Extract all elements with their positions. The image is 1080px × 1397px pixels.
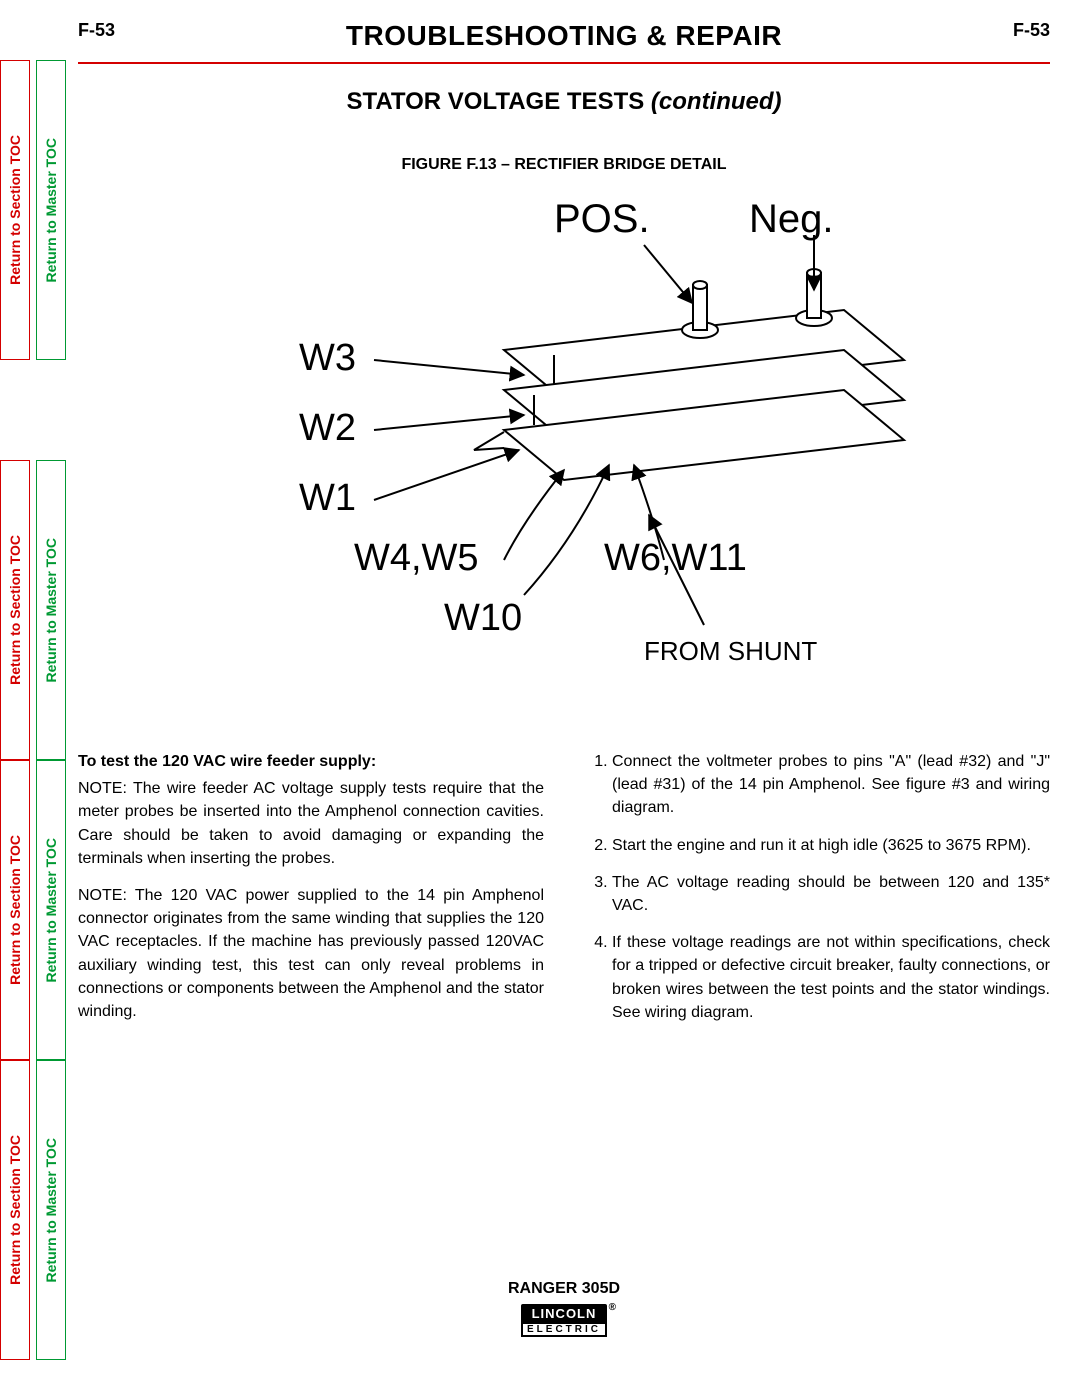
figure-wrap: POS. Neg. W3 W2 W1 W4,W5 W10 W6,W11 FROM… [78,190,1050,710]
master-toc-link-3[interactable]: Return to Master TOC [36,760,66,1060]
brand-bottom-text: ELECTRIC [521,1322,607,1337]
body-columns: To test the 120 VAC wire feeder supply: … [78,750,1050,1038]
section-title: TROUBLESHOOTING & REPAIR [346,20,782,52]
subtitle-cont: (continued) [651,88,782,115]
label-w6w11: W6,W11 [604,537,747,579]
subtitle: STATOR VOLTAGE TESTS (continued) [78,88,1050,116]
brand-registered: ® [609,1302,617,1313]
label-w10: W10 [444,597,522,639]
master-toc-link-1[interactable]: Return to Master TOC [36,60,66,360]
model-name: RANGER 305D [78,1280,1050,1298]
procedure-steps: Connect the voltmeter probes to pins "A"… [584,750,1050,1024]
sidebar-master-toc: Return to Master TOC Return to Master TO… [36,0,66,1397]
section-toc-link-2[interactable]: Return to Section TOC [0,460,30,760]
brand-logo: LINCOLN ® ELECTRIC [521,1304,607,1337]
figure-caption: FIGURE F.13 – RECTIFIER BRIDGE DETAIL [78,156,1050,174]
section-toc-label: Return to Section TOC [7,835,23,985]
section-toc-link-4[interactable]: Return to Section TOC [0,1060,30,1360]
step-4: If these voltage readings are not within… [612,931,1050,1024]
label-w4w5: W4,W5 [354,537,479,579]
label-w1: W1 [299,477,356,519]
page-number-left: F-53 [78,20,115,41]
title-rule [78,62,1050,64]
step-3: The AC voltage reading should be between… [612,871,1050,917]
right-column: Connect the voltmeter probes to pins "A"… [584,750,1050,1038]
label-w3: W3 [299,337,356,379]
master-toc-label: Return to Master TOC [43,838,59,982]
left-note-2: NOTE: The 120 VAC power supplied to the … [78,884,544,1023]
left-note-1: NOTE: The wire feeder AC voltage supply … [78,777,544,870]
rectifier-bridge-diagram: POS. Neg. W3 W2 W1 W4,W5 W10 W6,W11 FROM… [204,190,924,710]
left-heading: To test the 120 VAC wire feeder supply: [78,750,544,773]
sidebar-section-toc: Return to Section TOC Return to Section … [0,0,30,1397]
label-pos: POS. [554,197,650,241]
brand-top-text: LINCOLN [532,1306,597,1321]
master-toc-label: Return to Master TOC [43,138,59,282]
master-toc-label: Return to Master TOC [43,538,59,682]
label-w2: W2 [299,407,356,449]
step-1: Connect the voltmeter probes to pins "A"… [612,750,1050,820]
header-row: F-53 TROUBLESHOOTING & REPAIR F-53 [78,20,1050,52]
section-toc-label: Return to Section TOC [7,535,23,685]
section-toc-label: Return to Section TOC [7,1135,23,1285]
left-column: To test the 120 VAC wire feeder supply: … [78,750,544,1038]
master-toc-label: Return to Master TOC [43,1138,59,1282]
section-toc-link-1[interactable]: Return to Section TOC [0,60,30,360]
step-2: Start the engine and run it at high idle… [612,834,1050,857]
subtitle-main: STATOR VOLTAGE TESTS [346,88,650,115]
page-number-right: F-53 [1013,20,1050,41]
label-from-shunt: FROM SHUNT [644,636,817,666]
master-toc-link-2[interactable]: Return to Master TOC [36,460,66,760]
master-toc-link-4[interactable]: Return to Master TOC [36,1060,66,1360]
content-area: F-53 TROUBLESHOOTING & REPAIR F-53 STATO… [78,20,1050,1367]
section-toc-link-3[interactable]: Return to Section TOC [0,760,30,1060]
page-footer: RANGER 305D LINCOLN ® ELECTRIC [78,1280,1050,1337]
section-toc-label: Return to Section TOC [7,135,23,285]
label-neg: Neg. [749,197,834,241]
